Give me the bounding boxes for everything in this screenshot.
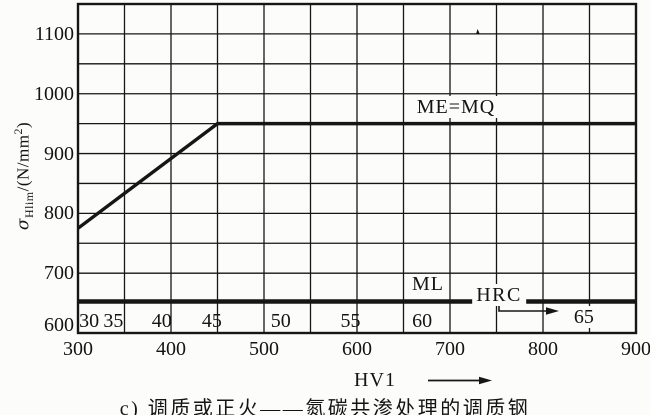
y-axis-title-unit: /(N/mm	[13, 134, 33, 192]
y-tick-label: 700	[44, 262, 74, 285]
x-tick-label: 500	[249, 338, 279, 360]
series-label-me-mq: ME=MQ	[412, 96, 500, 118]
hrc-mark-label: 40	[151, 310, 172, 332]
y-tick-label: 600	[44, 314, 74, 336]
hrc-mark-label: 55	[340, 310, 361, 332]
x-tick-label: 800	[528, 338, 558, 360]
y-tick-label: 800	[44, 202, 74, 225]
hrc-mark-label: 65	[569, 306, 598, 328]
scan-speck	[476, 29, 480, 34]
series-label-ml: ML	[412, 273, 444, 295]
y-tick-label: 900	[44, 142, 74, 165]
x-tick-label: 400	[156, 338, 186, 360]
y-axis-title-unit-close: )	[13, 121, 33, 129]
hrc-mark-label: 50	[270, 310, 291, 332]
figure-caption: c) 调质或正火——氮碳共渗处理的调质钢	[119, 398, 531, 415]
sigma-symbol: σ	[13, 218, 34, 231]
x-axis-arrow	[428, 376, 492, 385]
hrc-mark-label: 30	[79, 310, 100, 332]
plot-border	[76, 2, 638, 335]
hrc-mark-label: 45	[201, 310, 222, 332]
x-tick-label: 600	[342, 338, 372, 360]
series-line-me-mq	[76, 121, 636, 230]
x-tick-label: 900	[621, 338, 650, 360]
grid	[76, 2, 638, 335]
x-tick-label: 700	[435, 338, 465, 360]
x-tick-label: 300	[63, 338, 93, 360]
hrc-mark-label: 60	[412, 310, 433, 332]
series-lines	[76, 121, 636, 303]
hrc-mark-label: 35	[103, 310, 124, 332]
y-tick-label: 1100	[34, 22, 74, 45]
x-axis-title: HV1	[354, 369, 396, 391]
y-axis-title-subscript: Hlim	[22, 191, 37, 219]
y-tick-label: 1000	[34, 82, 74, 105]
y-axis-title: σHlim/(N/mm2)	[11, 122, 37, 230]
hrc-scale-label: HRC	[472, 284, 526, 306]
y-axis-title-exponent: 2	[10, 128, 25, 135]
